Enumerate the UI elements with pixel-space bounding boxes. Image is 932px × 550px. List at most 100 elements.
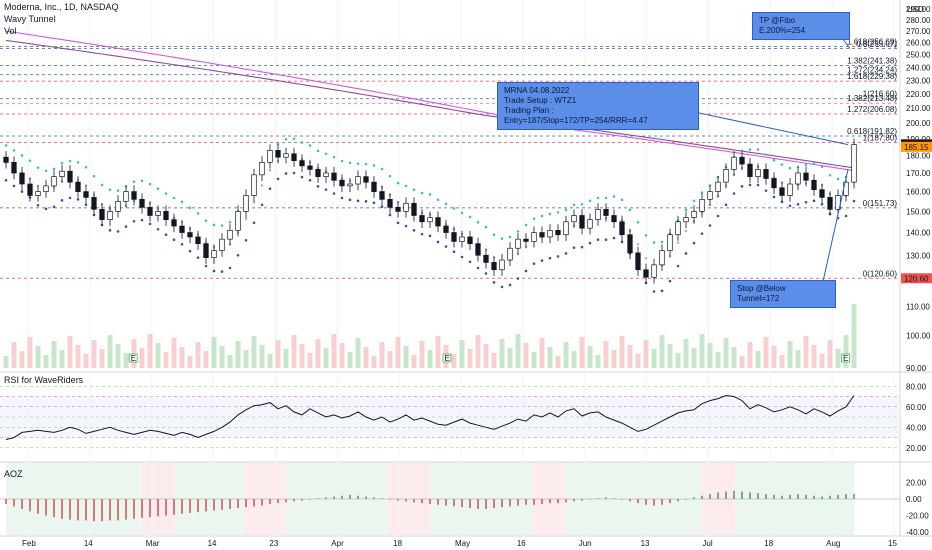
fib-level-label: 1.382(213.48)	[847, 94, 897, 103]
candlestick	[259, 162, 265, 176]
volume-bar	[107, 335, 113, 368]
stop-callout-text: Stop @Below Tunnel=172	[737, 284, 786, 303]
wavy-tunnel-dot	[68, 159, 72, 163]
wavy-tunnel-dot	[508, 283, 512, 287]
volume-bar	[163, 352, 169, 368]
candlestick	[635, 252, 641, 271]
time-tick-label: 18	[764, 539, 773, 548]
wavy-tunnel-dot	[348, 198, 352, 202]
wavy-tunnel-dot	[52, 167, 56, 171]
wavy-tunnel-dot	[820, 165, 824, 169]
wavy-tunnel-dot	[188, 249, 192, 253]
price-tick-label: 210.00	[906, 104, 931, 113]
wavy-tunnel-dot	[604, 196, 608, 200]
price-tick-label: 280.00	[906, 16, 931, 25]
wavy-tunnel-dot	[148, 182, 152, 186]
header-vol: Vol	[4, 26, 17, 36]
price-tick-label: 90.00	[906, 364, 927, 373]
candlestick	[723, 169, 729, 183]
wavy-tunnel-dot	[372, 164, 376, 167]
volume-bar	[459, 340, 465, 368]
wavy-tunnel-dot	[204, 264, 208, 268]
price-tick-label: 250.00	[906, 51, 931, 60]
trade-plan-callout-connector	[684, 109, 849, 146]
candlestick	[435, 217, 441, 227]
wavy-tunnel-dot	[444, 245, 448, 248]
candlestick	[667, 234, 673, 251]
candlestick	[515, 238, 521, 249]
wavy-tunnel-dot	[844, 214, 848, 218]
volume-bar	[579, 337, 585, 368]
tp-callout-text: TP @Fibo E.200%=254	[759, 16, 806, 35]
volume-bar	[155, 343, 161, 368]
candlestick	[339, 179, 345, 187]
wavy-tunnel-dot	[708, 184, 712, 187]
wavy-tunnel-dot	[300, 175, 304, 179]
wavy-tunnel-dot	[220, 270, 224, 273]
volume-bar	[779, 355, 785, 368]
wavy-tunnel-dot	[748, 148, 752, 151]
wavy-tunnel-dot	[356, 162, 360, 165]
wavy-tunnel-dot	[84, 165, 88, 169]
wavy-tunnel-dot	[476, 266, 480, 270]
wavy-tunnel-dot	[244, 217, 248, 220]
candlestick	[643, 269, 649, 278]
price-tick-label: 110.00	[906, 302, 930, 311]
wavy-tunnel-dot	[460, 211, 464, 215]
volume-bar	[299, 344, 305, 368]
wavy-tunnel-dot	[492, 281, 496, 284]
candlestick	[107, 211, 113, 221]
wavy-tunnel-dot	[468, 215, 472, 219]
wavy-tunnel-dot	[356, 199, 360, 203]
wavy-tunnel-dot	[596, 238, 600, 242]
candlestick	[619, 221, 625, 236]
candlestick	[563, 221, 569, 236]
volume-bar	[35, 346, 41, 368]
candlestick	[491, 262, 497, 271]
volume-bar	[347, 352, 353, 368]
candlestick	[291, 153, 297, 161]
volume-bar	[835, 349, 841, 368]
earnings-marker	[128, 353, 138, 363]
price-tick-label: 100.00	[906, 332, 931, 341]
volume-bar	[251, 336, 257, 368]
wavy-tunnel-dot	[660, 289, 664, 293]
wavy-tunnel-dot	[324, 152, 328, 156]
wavy-tunnel-dot	[252, 201, 256, 204]
wavy-tunnel-dot	[292, 137, 296, 141]
candlestick	[75, 181, 81, 192]
wavy-tunnel-dot	[676, 241, 680, 244]
volume-bar	[531, 352, 537, 368]
candlestick	[755, 169, 761, 177]
candlestick	[771, 178, 777, 189]
wavy-tunnel-dot	[612, 195, 616, 198]
candlestick	[27, 183, 33, 196]
wavy-tunnel-dot	[332, 192, 336, 195]
wavy-tunnel-dot	[692, 199, 696, 203]
wavy-tunnel-dot	[268, 169, 272, 172]
wavy-tunnel-dot	[644, 256, 648, 260]
candlestick	[691, 211, 697, 218]
fib-level-label: 1.618(256.69)	[847, 38, 897, 47]
wavy-tunnel-dot	[492, 233, 496, 237]
volume-bar	[851, 304, 857, 368]
volume-bar	[723, 338, 729, 368]
wavy-tunnel-dot	[620, 240, 624, 244]
wavy-tunnel-dot	[604, 238, 608, 242]
candlestick	[683, 217, 689, 223]
tp-callout: TP @Fibo E.200%=254	[752, 12, 850, 40]
price-axis-tag-label: 120.60	[904, 274, 929, 283]
wavy-tunnel-dot	[20, 154, 24, 157]
wavy-tunnel-dot	[564, 252, 568, 255]
candlestick	[235, 211, 241, 231]
wavy-tunnel-dot	[348, 161, 352, 165]
candlestick	[355, 176, 361, 185]
wavy-tunnel-dot	[292, 171, 296, 175]
wavy-tunnel-dot	[452, 250, 456, 254]
volume-bar	[843, 335, 849, 368]
wavy-tunnel-dot	[92, 174, 96, 178]
price-tick-label: 220.00	[906, 90, 931, 99]
wavy-tunnel-dot	[36, 166, 40, 169]
wavy-tunnel-dot	[284, 172, 288, 175]
